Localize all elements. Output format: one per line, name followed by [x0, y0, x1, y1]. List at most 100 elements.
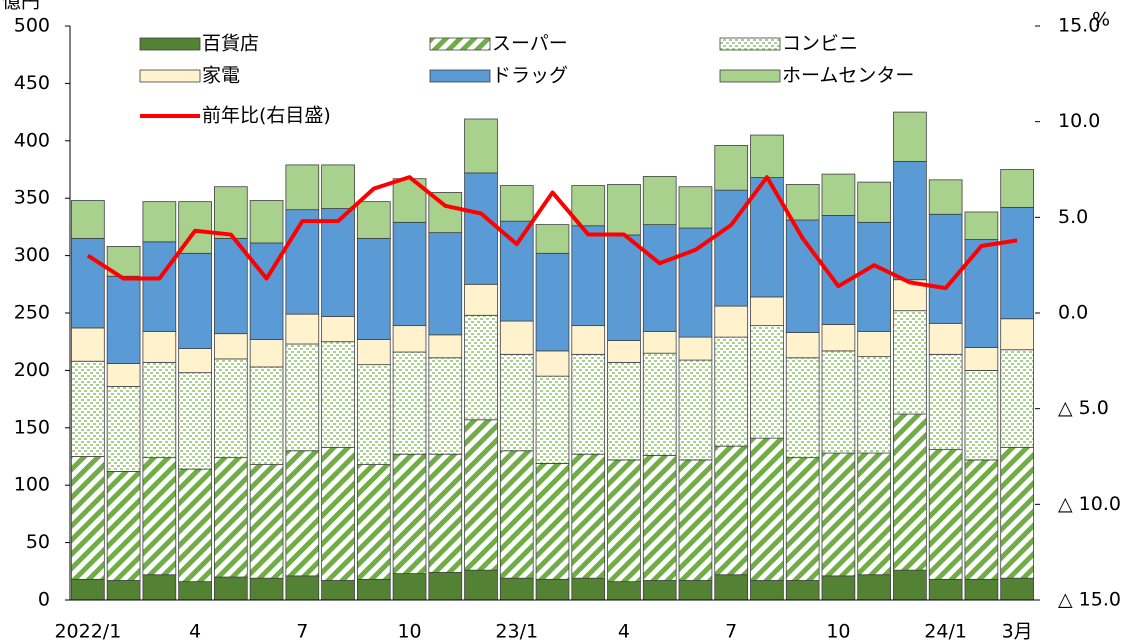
- bar-segment: [356, 201, 391, 239]
- bar-segment: [607, 184, 641, 236]
- bar-segment: [178, 252, 212, 349]
- bar-segment: [321, 316, 355, 343]
- x-tick-label: 10: [397, 621, 421, 641]
- bar-segment: [750, 437, 784, 581]
- bar-segment: [607, 234, 641, 341]
- bar-segment: [71, 327, 105, 362]
- bar-segment: [464, 419, 498, 571]
- bar-segment: [857, 221, 892, 332]
- bar-segment: [392, 325, 427, 353]
- bar-segment: [249, 200, 284, 244]
- y-axis-label: 億円: [2, 0, 40, 13]
- bar-segment: [785, 184, 820, 221]
- legend-label: ホームセンター: [782, 65, 914, 87]
- bar-segment: [213, 186, 248, 239]
- bar-segment: [571, 225, 606, 327]
- bar-segment: [1000, 577, 1034, 601]
- bar-segment: [178, 468, 212, 583]
- bar-segment: [857, 330, 892, 358]
- legend-swatch: [429, 69, 491, 83]
- bar-segment: [142, 361, 177, 459]
- bar-segment: [964, 239, 999, 348]
- legend-swatch: [139, 37, 201, 51]
- y-tick-label: 50: [26, 531, 50, 553]
- bar-segment: [213, 333, 248, 360]
- y-tick-label: 450: [14, 72, 50, 94]
- y2-tick-label: 0.0: [1058, 302, 1088, 324]
- bar-segment: [857, 356, 892, 454]
- bar-segment: [678, 580, 713, 601]
- bar-segment: [392, 573, 427, 601]
- bar-segment: [607, 340, 641, 363]
- x-tick-label: 23/1: [495, 621, 538, 641]
- bar-segment: [213, 237, 248, 335]
- bar-segment: [499, 320, 534, 355]
- bar-segment: [928, 578, 963, 601]
- bar-segment: [392, 453, 427, 574]
- bar-segment: [356, 464, 391, 580]
- bar-segment: [321, 341, 355, 448]
- bar-segment: [964, 347, 999, 371]
- legend-label: ドラッグ: [492, 65, 568, 87]
- bar-segment: [321, 580, 355, 601]
- bar-segment: [535, 224, 570, 254]
- y2-tick-label: 10.0: [1058, 110, 1100, 132]
- bar-segment: [1000, 206, 1034, 320]
- bar-segment: [392, 221, 427, 327]
- bar-segment: [1000, 318, 1034, 351]
- x-tick-label: 2022/1: [54, 621, 121, 641]
- x-tick-label: 10: [826, 621, 850, 641]
- x-tick-label: 3月: [1002, 621, 1033, 641]
- x-tick-label: 24/1: [924, 621, 967, 641]
- bar-segment: [142, 241, 177, 332]
- bar-segment: [964, 369, 999, 461]
- bar-segment: [893, 569, 927, 601]
- bar-segment: [285, 164, 320, 211]
- bar-segment: [964, 211, 999, 240]
- y-tick-label: 0: [38, 589, 50, 611]
- bar-segment: [464, 172, 498, 285]
- bar-segment: [821, 350, 856, 454]
- bar-segment: [607, 361, 641, 461]
- bar-segment: [714, 305, 749, 338]
- legend-label: コンビニ: [782, 33, 858, 55]
- bar-segment: [821, 575, 856, 601]
- legend-swatch: [719, 37, 781, 51]
- bar-segment: [964, 578, 999, 601]
- legend-label: 家電: [202, 65, 240, 87]
- bar-segment: [71, 456, 105, 580]
- bar-segment: [71, 578, 105, 601]
- bar-segment: [928, 322, 963, 355]
- bar-segment: [678, 459, 713, 581]
- y-tick-label: 250: [14, 302, 50, 324]
- bar-segment: [464, 118, 498, 174]
- bar-segment: [678, 336, 713, 361]
- bar-segment: [535, 350, 570, 377]
- bar-segment: [392, 351, 427, 455]
- bar-segment: [893, 413, 927, 571]
- bar-segment: [642, 175, 677, 226]
- bar-segment: [893, 161, 927, 281]
- bar-segment: [535, 252, 570, 352]
- bar-segment: [714, 574, 749, 601]
- bar-segment: [142, 574, 177, 601]
- bar-segment: [285, 575, 320, 601]
- bar-segment: [857, 574, 892, 601]
- bar-segment: [142, 457, 177, 576]
- bar-segment: [750, 580, 784, 601]
- bar-segment: [642, 580, 677, 601]
- bar-segment: [607, 581, 641, 601]
- bar-segment: [285, 450, 320, 577]
- x-tick-label: 4: [618, 621, 630, 641]
- bar-segment: [178, 348, 212, 374]
- bar-segment: [964, 459, 999, 580]
- bar-segment: [714, 144, 749, 191]
- bar-segment: [71, 200, 105, 239]
- bar-segment: [464, 569, 498, 601]
- bar-segment: [428, 357, 463, 455]
- x-tick-label: 7: [725, 621, 737, 641]
- bar-segment: [1000, 446, 1034, 579]
- y-tick-label: 300: [14, 244, 50, 266]
- legend-swatch: [429, 37, 491, 51]
